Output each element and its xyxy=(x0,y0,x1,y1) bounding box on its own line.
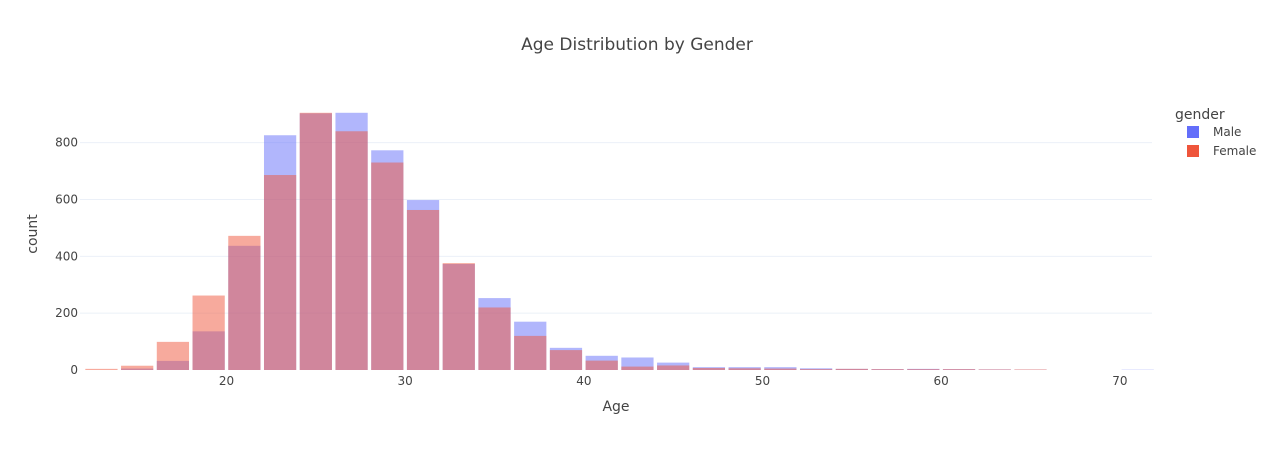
bar-female[interactable] xyxy=(371,162,404,370)
bar-female[interactable] xyxy=(192,295,225,370)
x-axis-ticks: 20 30 40 50 60 70 xyxy=(219,374,1128,388)
y-tick-label: 400 xyxy=(55,249,78,263)
bar-female[interactable] xyxy=(228,235,261,370)
x-tick-label: 20 xyxy=(219,374,234,388)
legend-label: Female xyxy=(1213,144,1256,158)
bar-female[interactable] xyxy=(514,335,547,370)
x-tick-label: 30 xyxy=(398,374,413,388)
bar-female[interactable] xyxy=(728,368,761,370)
bar-female[interactable] xyxy=(799,369,833,370)
legend[interactable]: gender Male Female xyxy=(1175,107,1256,158)
bar-female[interactable] xyxy=(442,263,475,370)
x-axis-label: Age xyxy=(602,399,629,415)
y-tick-label: 0 xyxy=(70,363,78,377)
legend-swatch xyxy=(1187,145,1199,157)
bar-female[interactable] xyxy=(478,307,511,370)
legend-label: Male xyxy=(1213,125,1241,139)
legend-swatch xyxy=(1187,126,1199,138)
bar-female[interactable] xyxy=(121,365,154,370)
bar-female[interactable] xyxy=(585,360,618,370)
chart-title: Age Distribution by Gender xyxy=(521,35,753,55)
bar-female[interactable] xyxy=(299,112,332,370)
y-tick-label: 800 xyxy=(55,136,78,150)
legend-title: gender xyxy=(1175,107,1225,123)
bar-female[interactable] xyxy=(978,369,1011,370)
y-tick-label: 600 xyxy=(55,192,78,206)
bar-female[interactable] xyxy=(657,365,690,370)
bar-female[interactable] xyxy=(621,366,654,370)
bar-female[interactable] xyxy=(692,368,726,370)
bar-female[interactable] xyxy=(85,368,118,370)
bar-female[interactable] xyxy=(1014,369,1047,370)
bar-female[interactable] xyxy=(156,341,190,370)
bar-female[interactable] xyxy=(406,209,440,370)
bar-female[interactable] xyxy=(549,350,583,370)
bar-female[interactable] xyxy=(907,369,940,370)
x-tick-label: 40 xyxy=(576,374,591,388)
bar-female[interactable] xyxy=(764,368,797,370)
series-female xyxy=(85,112,1047,370)
bar-female[interactable] xyxy=(942,369,976,370)
bar-female[interactable] xyxy=(871,369,904,370)
y-axis-label: count xyxy=(25,214,41,254)
y-axis-ticks: 0 200 400 600 800 xyxy=(55,136,78,377)
bars xyxy=(85,112,1154,370)
y-tick-label: 200 xyxy=(55,306,78,320)
bar-female[interactable] xyxy=(835,368,868,370)
legend-item-female[interactable]: Female xyxy=(1187,144,1256,158)
x-tick-label: 60 xyxy=(934,374,949,388)
bar-female[interactable] xyxy=(263,175,297,370)
bar-female[interactable] xyxy=(335,131,368,370)
x-tick-label: 70 xyxy=(1112,374,1127,388)
x-tick-label: 50 xyxy=(755,374,770,388)
legend-item-male[interactable]: Male xyxy=(1187,125,1241,139)
